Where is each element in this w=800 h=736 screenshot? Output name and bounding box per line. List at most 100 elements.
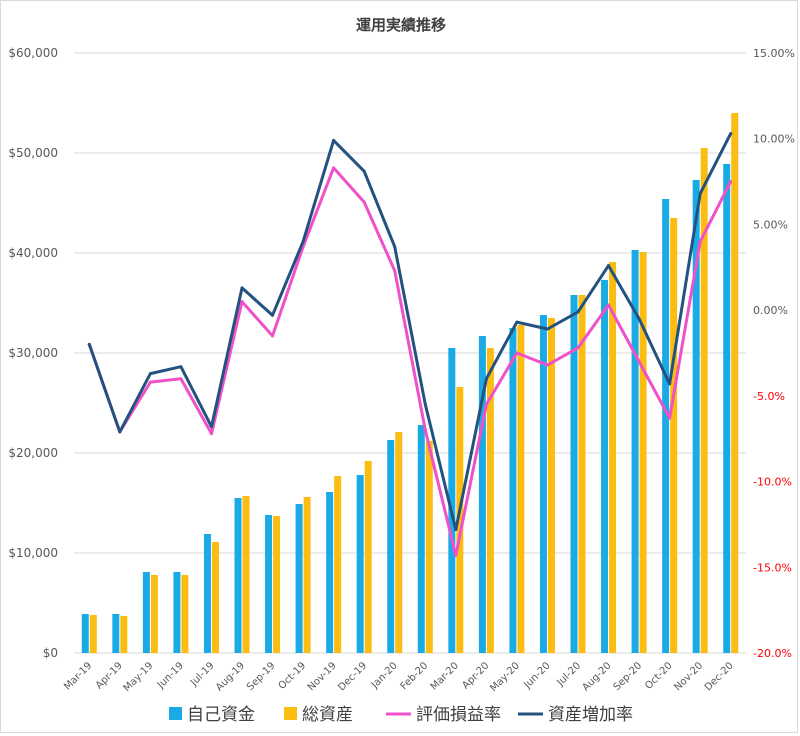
bar-jiko-shikin	[570, 295, 578, 653]
y-axis-right: -20.0% -15.0% -10.0% -5.0% 0.00% 5.00% 10.00% 1…	[753, 47, 795, 660]
point-shisan-zoka-ritsu	[87, 342, 91, 346]
point-hyoka-soneki-ritsu	[179, 377, 183, 381]
x-tick-label: Aug-20	[581, 660, 614, 693]
x-tick-label: Mar-20	[429, 660, 461, 692]
y-left-tick-label: $20,000	[8, 446, 58, 460]
y-right-tick-label: 0.00%	[753, 304, 788, 317]
bar-jiko-shikin	[234, 498, 242, 653]
point-hyoka-soneki-ritsu	[148, 380, 152, 384]
bar-jiko-shikin	[387, 440, 395, 653]
bar-jiko-shikin	[81, 614, 89, 653]
legend-jiko-shikin-swatch	[169, 707, 182, 720]
x-tick-label: Feb-20	[399, 660, 431, 692]
bar-so-shisan	[150, 575, 158, 653]
x-tick-label: Nov-20	[672, 660, 705, 693]
bar-so-shisan	[120, 616, 128, 653]
x-tick-label: Apr-19	[94, 660, 125, 691]
bar-jiko-shikin	[662, 199, 670, 653]
point-hyoka-soneki-ritsu	[454, 553, 458, 557]
x-tick-label: Jul-19	[188, 660, 217, 689]
x-tick-label: Apr-20	[460, 660, 491, 691]
point-hyoka-soneki-ritsu	[209, 432, 213, 436]
x-tick-label: Nov-19	[306, 660, 339, 693]
gridlines	[74, 52, 746, 654]
bar-so-shisan	[456, 387, 464, 653]
x-tick-label: Jul-20	[555, 660, 584, 689]
point-hyoka-soneki-ritsu	[393, 269, 397, 273]
x-tick-label: Oct-19	[277, 660, 309, 692]
y-right-tick-label: 10.00%	[753, 133, 795, 146]
bar-so-shisan	[334, 476, 342, 653]
y-left-tick-label: $10,000	[8, 546, 58, 560]
bar-so-shisan	[700, 148, 708, 653]
y-right-tick-label: -20.0%	[753, 647, 792, 660]
bar-jiko-shikin	[203, 534, 211, 653]
bar-jiko-shikin	[265, 515, 273, 653]
point-shisan-zoka-ritsu	[484, 377, 488, 381]
point-hyoka-soneki-ritsu	[607, 303, 611, 307]
bar-so-shisan	[731, 113, 739, 653]
bar-so-shisan	[517, 325, 525, 653]
x-tick-label: Jan-20	[369, 660, 400, 691]
bar-jiko-shikin	[417, 425, 425, 653]
bar-so-shisan	[609, 262, 617, 653]
legend-so-shisan: 総資産	[284, 705, 353, 725]
y-axis-left: $0 $10,000 $20,000 $30,000 $40,000 $50,000 $60…	[8, 46, 58, 660]
point-shisan-zoka-ritsu	[301, 240, 305, 244]
point-hyoka-soneki-ritsu	[271, 334, 275, 338]
x-tick-label: Dec-20	[703, 660, 736, 693]
bar-so-shisan	[211, 542, 219, 653]
x-tick-label: Dec-19	[336, 660, 369, 693]
legend-so-shisan-swatch	[284, 707, 297, 720]
bar-jiko-shikin	[631, 250, 639, 653]
bar-so-shisan	[425, 441, 433, 653]
point-hyoka-soneki-ritsu	[515, 351, 519, 355]
bar-so-shisan	[547, 318, 555, 653]
bar-jiko-shikin	[112, 614, 120, 653]
point-shisan-zoka-ritsu	[423, 402, 427, 406]
bar-so-shisan	[303, 497, 311, 653]
bar-jiko-shikin	[692, 180, 700, 653]
point-hyoka-soneki-ritsu	[423, 428, 427, 432]
y-right-tick-label: -5.0%	[753, 390, 785, 403]
x-tick-label: Aug-19	[214, 660, 247, 693]
bar-so-shisan	[181, 575, 189, 653]
bar-jiko-shikin	[509, 328, 517, 653]
x-tick-label: Sep-20	[612, 660, 645, 693]
bar-jiko-shikin	[539, 315, 547, 653]
bar-so-shisan	[242, 496, 250, 653]
y-left-tick-label: $60,000	[8, 46, 58, 60]
legend-so-shisan-label: 総資産	[302, 705, 353, 725]
point-shisan-zoka-ritsu	[118, 430, 122, 434]
line-hyoka-soneki-ritsu	[87, 166, 733, 557]
legend-shisan-zoka-ritsu: 資産増加率	[518, 705, 633, 725]
y-left-tick-label: $0	[43, 646, 58, 660]
bar-so-shisan	[578, 295, 586, 653]
point-shisan-zoka-ritsu	[545, 327, 549, 331]
x-tick-label: Oct-20	[643, 660, 675, 692]
point-hyoka-soneki-ritsu	[484, 402, 488, 406]
bar-so-shisan	[486, 348, 494, 653]
y-left-tick-label: $40,000	[8, 246, 58, 260]
bar-jiko-shikin	[326, 492, 334, 653]
legend: 自己資金 総資産 評価損益率 資産増加率	[169, 705, 633, 725]
point-hyoka-soneki-ritsu	[545, 363, 549, 367]
point-shisan-zoka-ritsu	[515, 320, 519, 324]
point-hyoka-soneki-ritsu	[668, 416, 672, 420]
bar-jiko-shikin	[478, 336, 486, 653]
bar-jiko-shikin	[723, 164, 731, 653]
bar-jiko-shikin	[173, 572, 181, 653]
x-tick-label: May-19	[122, 660, 156, 694]
bar-jiko-shikin	[448, 348, 456, 653]
bar-so-shisan	[364, 461, 372, 653]
y-right-tick-label: 5.00%	[753, 218, 788, 231]
bar-jiko-shikin	[142, 572, 150, 653]
point-shisan-zoka-ritsu	[271, 313, 275, 317]
x-tick-label: May-20	[488, 660, 522, 694]
bar-so-shisan	[89, 615, 97, 653]
y-right-tick-label: 15.00%	[753, 47, 795, 60]
bar-jiko-shikin	[601, 280, 609, 653]
bar-jiko-shikin	[295, 504, 303, 653]
point-shisan-zoka-ritsu	[179, 365, 183, 369]
